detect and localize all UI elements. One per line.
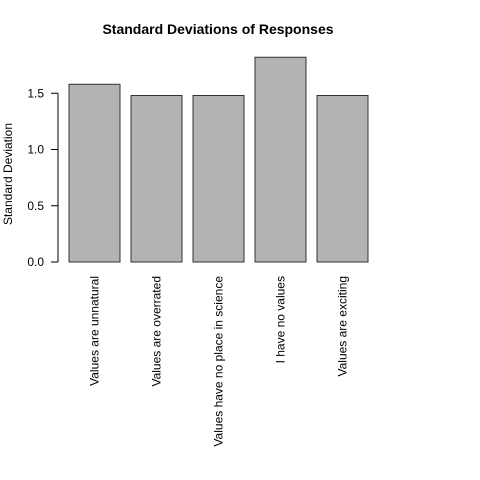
x-category-label: Values are exciting: [336, 276, 350, 377]
x-category-label: Values have no place in science: [212, 276, 226, 447]
bar: [192, 95, 245, 263]
bar: [68, 83, 121, 263]
x-category-label: I have no values: [274, 276, 288, 363]
bar: [130, 95, 183, 263]
bar: [254, 56, 307, 263]
y-axis: 0.0 0.5 1.0 1.5: [27, 86, 59, 269]
y-axis-label: Standard Deviation: [1, 123, 15, 225]
bars: [68, 56, 369, 263]
x-category-label: Values are unnatural: [88, 276, 102, 386]
chart-title: Standard Deviations of Responses: [102, 21, 333, 37]
y-tick-label: 0.0: [27, 255, 44, 269]
y-tick-label: 1.0: [27, 143, 44, 157]
bar: [316, 95, 369, 263]
y-tick-label: 0.5: [27, 199, 44, 213]
y-tick-label: 1.5: [27, 86, 44, 100]
category-labels: Values are unnatural Values are overrated…: [88, 276, 350, 447]
x-category-label: Values are overrated: [150, 276, 164, 387]
